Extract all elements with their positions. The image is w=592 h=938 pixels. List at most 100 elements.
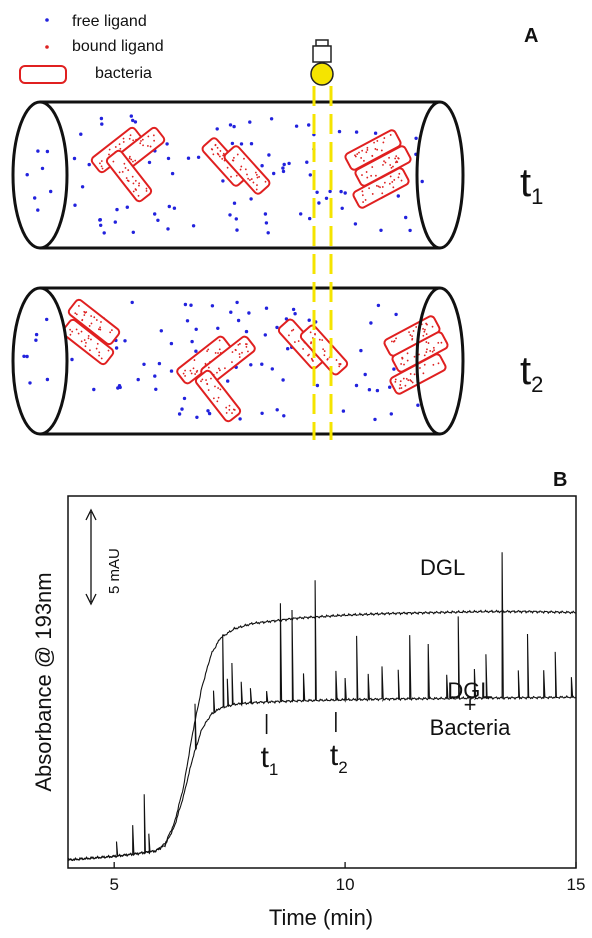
free-ligand-dot bbox=[169, 369, 174, 373]
bound-ligand-dot bbox=[129, 134, 132, 137]
series-label-dgl-bacteria-line3: Bacteria bbox=[430, 715, 511, 740]
free-ligand-dot bbox=[260, 164, 264, 168]
bound-ligand-dot bbox=[99, 328, 102, 331]
bound-ligand-dot bbox=[69, 328, 71, 331]
bound-ligand-dot bbox=[426, 323, 428, 326]
bound-ligand-dot bbox=[122, 137, 125, 140]
bound-ligand-dot bbox=[437, 362, 440, 365]
bound-ligand-dot bbox=[241, 351, 243, 354]
bound-ligand-dot bbox=[384, 161, 387, 164]
free-ligand-dot bbox=[166, 227, 170, 231]
free-ligand-dot bbox=[281, 378, 285, 382]
free-ligand-dot bbox=[339, 189, 343, 194]
bound-ligand-dot bbox=[293, 341, 296, 343]
bound-ligand-dot bbox=[219, 150, 222, 152]
bound-ligand-dot bbox=[95, 347, 98, 350]
bound-ligand-dot bbox=[145, 190, 148, 192]
bound-ligand-dot bbox=[422, 372, 425, 375]
bound-ligand-dot bbox=[182, 372, 185, 375]
free-ligand-dot bbox=[328, 189, 332, 194]
free-ligand-dot bbox=[87, 162, 91, 167]
free-ligand-dot bbox=[34, 338, 38, 342]
free-ligand-dot bbox=[191, 224, 196, 228]
bound-ligand-dot bbox=[108, 148, 111, 151]
bound-ligand-dot bbox=[206, 383, 209, 386]
free-ligand-dot bbox=[373, 417, 377, 422]
bound-ligand-dot bbox=[297, 340, 300, 342]
bacteria-cluster-icon bbox=[90, 126, 166, 203]
bound-ligand-dot bbox=[397, 157, 400, 159]
free-ligand-dot bbox=[113, 220, 118, 224]
free-ligand-dot bbox=[229, 310, 233, 314]
bound-ligand-dot bbox=[399, 384, 402, 386]
free-ligand-dot bbox=[275, 325, 279, 330]
series-label-dgl-bacteria-line2: + bbox=[464, 692, 477, 717]
bound-ligand-dot bbox=[99, 162, 101, 165]
free-ligand-dot bbox=[315, 190, 319, 194]
bound-ligand-dot bbox=[310, 342, 312, 345]
bound-ligand-dot bbox=[292, 328, 295, 331]
free-ligand-dot bbox=[100, 122, 104, 126]
bound-ligand-dot bbox=[83, 314, 86, 316]
free-ligand-dot bbox=[165, 142, 169, 146]
bound-ligand-dot bbox=[258, 175, 261, 178]
bound-ligand-dot bbox=[219, 388, 222, 391]
bound-ligand-dot bbox=[132, 160, 134, 163]
bound-ligand-dot bbox=[366, 176, 369, 179]
bound-ligand-dot bbox=[87, 335, 90, 337]
bound-ligand-dot bbox=[243, 157, 245, 160]
bound-ligand-dot bbox=[236, 153, 239, 156]
bound-ligand-dot bbox=[356, 153, 359, 156]
free-ligand-dots bbox=[25, 149, 53, 212]
bound-ligand-dot bbox=[110, 329, 113, 332]
bound-ligand-dot bbox=[153, 139, 156, 142]
bound-ligand-dot bbox=[360, 157, 363, 159]
free-ligand-dot bbox=[299, 212, 303, 216]
bound-ligand-dot bbox=[83, 310, 86, 313]
bound-ligand-dot bbox=[75, 313, 78, 316]
free-ligand-dot bbox=[234, 217, 238, 221]
bound-ligand-dot bbox=[235, 174, 238, 177]
x-tick-label: 15 bbox=[567, 875, 586, 894]
free-ligand-dot bbox=[153, 212, 157, 216]
bound-ligand-dot bbox=[245, 345, 248, 348]
bound-ligand-dot bbox=[318, 338, 321, 341]
scale-bar: 5 mAU bbox=[85, 508, 123, 606]
bound-ligand-dot bbox=[108, 153, 110, 156]
bound-ligand-dot bbox=[413, 373, 416, 376]
bound-ligand-dot bbox=[101, 167, 104, 170]
bound-ligand-dot bbox=[408, 331, 410, 334]
bound-ligand-dot bbox=[433, 349, 435, 352]
free-ligand-dot bbox=[206, 409, 210, 413]
bound-ligand-dot bbox=[129, 155, 131, 158]
free-ligand-dot bbox=[190, 339, 194, 344]
free-ligand-dot bbox=[249, 142, 254, 146]
bound-ligand-dot bbox=[212, 397, 215, 400]
free-ligand-dot bbox=[228, 123, 233, 127]
bound-ligand-dot bbox=[432, 363, 435, 366]
free-ligand-dot bbox=[125, 205, 129, 209]
free-ligand-dot bbox=[264, 306, 269, 310]
legend-free-ligand: free ligand bbox=[72, 13, 147, 30]
bound-ligand-dot bbox=[394, 378, 397, 381]
free-ligand-dot bbox=[215, 127, 219, 131]
free-ligand-icon bbox=[45, 18, 49, 22]
bound-ligand-dot bbox=[194, 373, 197, 375]
bound-ligand-dot bbox=[383, 160, 385, 163]
bound-ligand-dot bbox=[412, 330, 415, 332]
bound-ligand-dot bbox=[409, 334, 412, 336]
bound-ligand-dot bbox=[366, 149, 369, 151]
bound-ligand-dot bbox=[393, 179, 396, 181]
free-ligand-dot bbox=[293, 312, 297, 316]
bound-ligand-dot bbox=[138, 182, 141, 185]
bound-ligand-dot bbox=[218, 367, 220, 370]
bound-ligand-dot bbox=[228, 408, 231, 411]
bound-ligand-dot bbox=[383, 181, 386, 184]
bacteria-cluster-icon bbox=[61, 298, 121, 366]
bound-ligand-dot bbox=[140, 140, 142, 142]
bound-ligand-dot bbox=[361, 174, 363, 176]
bound-ligand-dot bbox=[245, 343, 248, 346]
free-ligand-dot bbox=[354, 130, 359, 134]
bound-ligand-dot bbox=[239, 168, 242, 171]
series-label-dgl: DGL bbox=[420, 555, 465, 580]
